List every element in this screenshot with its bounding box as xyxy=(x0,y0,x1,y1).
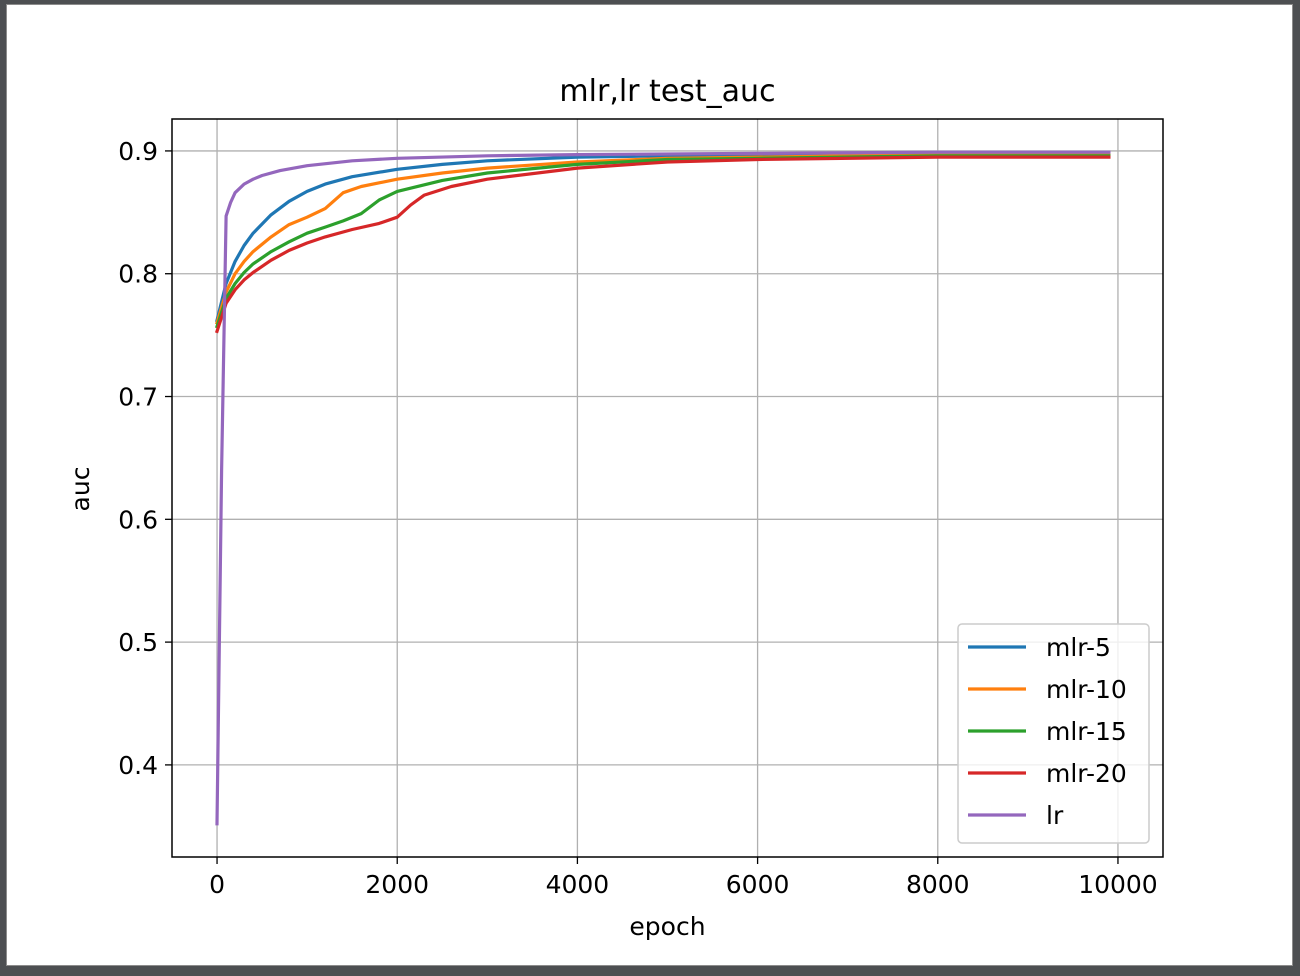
series-lines xyxy=(214,150,1111,826)
x-tick-label: 0 xyxy=(209,870,225,899)
y-tick-label: 0.4 xyxy=(118,751,158,780)
line-chart: 0 2000 4000 6000 8000 10000 0.40.50.60.70.80.… xyxy=(66,74,1164,941)
legend-label-mlr-5: mlr-5 xyxy=(1046,633,1111,662)
legend-label-mlr-20: mlr-20 xyxy=(1046,759,1127,788)
y-tick-label: 0.5 xyxy=(118,628,158,657)
series-line-mlr-15 xyxy=(214,154,1111,329)
y-axis-label: auc xyxy=(66,467,95,512)
x-tick-label: 8000 xyxy=(906,870,970,899)
legend-box xyxy=(957,623,1150,844)
y-tick-label: 0.7 xyxy=(118,383,158,412)
y-tick-label: 0.9 xyxy=(118,137,158,166)
x-tick-label: 2000 xyxy=(365,870,429,899)
series-line-mlr-20 xyxy=(214,155,1111,334)
legend-label-mlr-10: mlr-10 xyxy=(1046,675,1127,704)
x-tick-label: 10000 xyxy=(1078,870,1158,899)
legend-label-lr: lr xyxy=(1046,801,1064,830)
figure-frame: 0 2000 4000 6000 8000 10000 0.4 0.5 0.6 0.7 0.8 0.… xyxy=(6,4,1293,966)
x-axis-ticks: 0 2000 4000 6000 8000 10000 xyxy=(209,857,1158,899)
series-line-mlr-5 xyxy=(215,151,1111,323)
grid-lines xyxy=(172,119,1163,857)
y-axis-ticks: 0.4 0.5 0.6 0.7 0.8 0.9 xyxy=(118,137,172,780)
y-tick-label: 0.6 xyxy=(118,505,158,534)
x-tick-label: 6000 xyxy=(726,870,790,899)
series-line-lr xyxy=(215,150,1111,826)
chart-title: mlr,lr test_auc xyxy=(559,74,775,109)
legend: mlr-5 mlr-10 mlr-15 mlr-20 lr xyxy=(957,623,1150,844)
x-tick-label: 4000 xyxy=(546,870,610,899)
y-tick-label: 0.8 xyxy=(118,260,158,289)
plot-frame xyxy=(171,118,1164,858)
x-axis-label: epoch xyxy=(629,912,705,941)
legend-label-mlr-15: mlr-15 xyxy=(1046,717,1127,746)
